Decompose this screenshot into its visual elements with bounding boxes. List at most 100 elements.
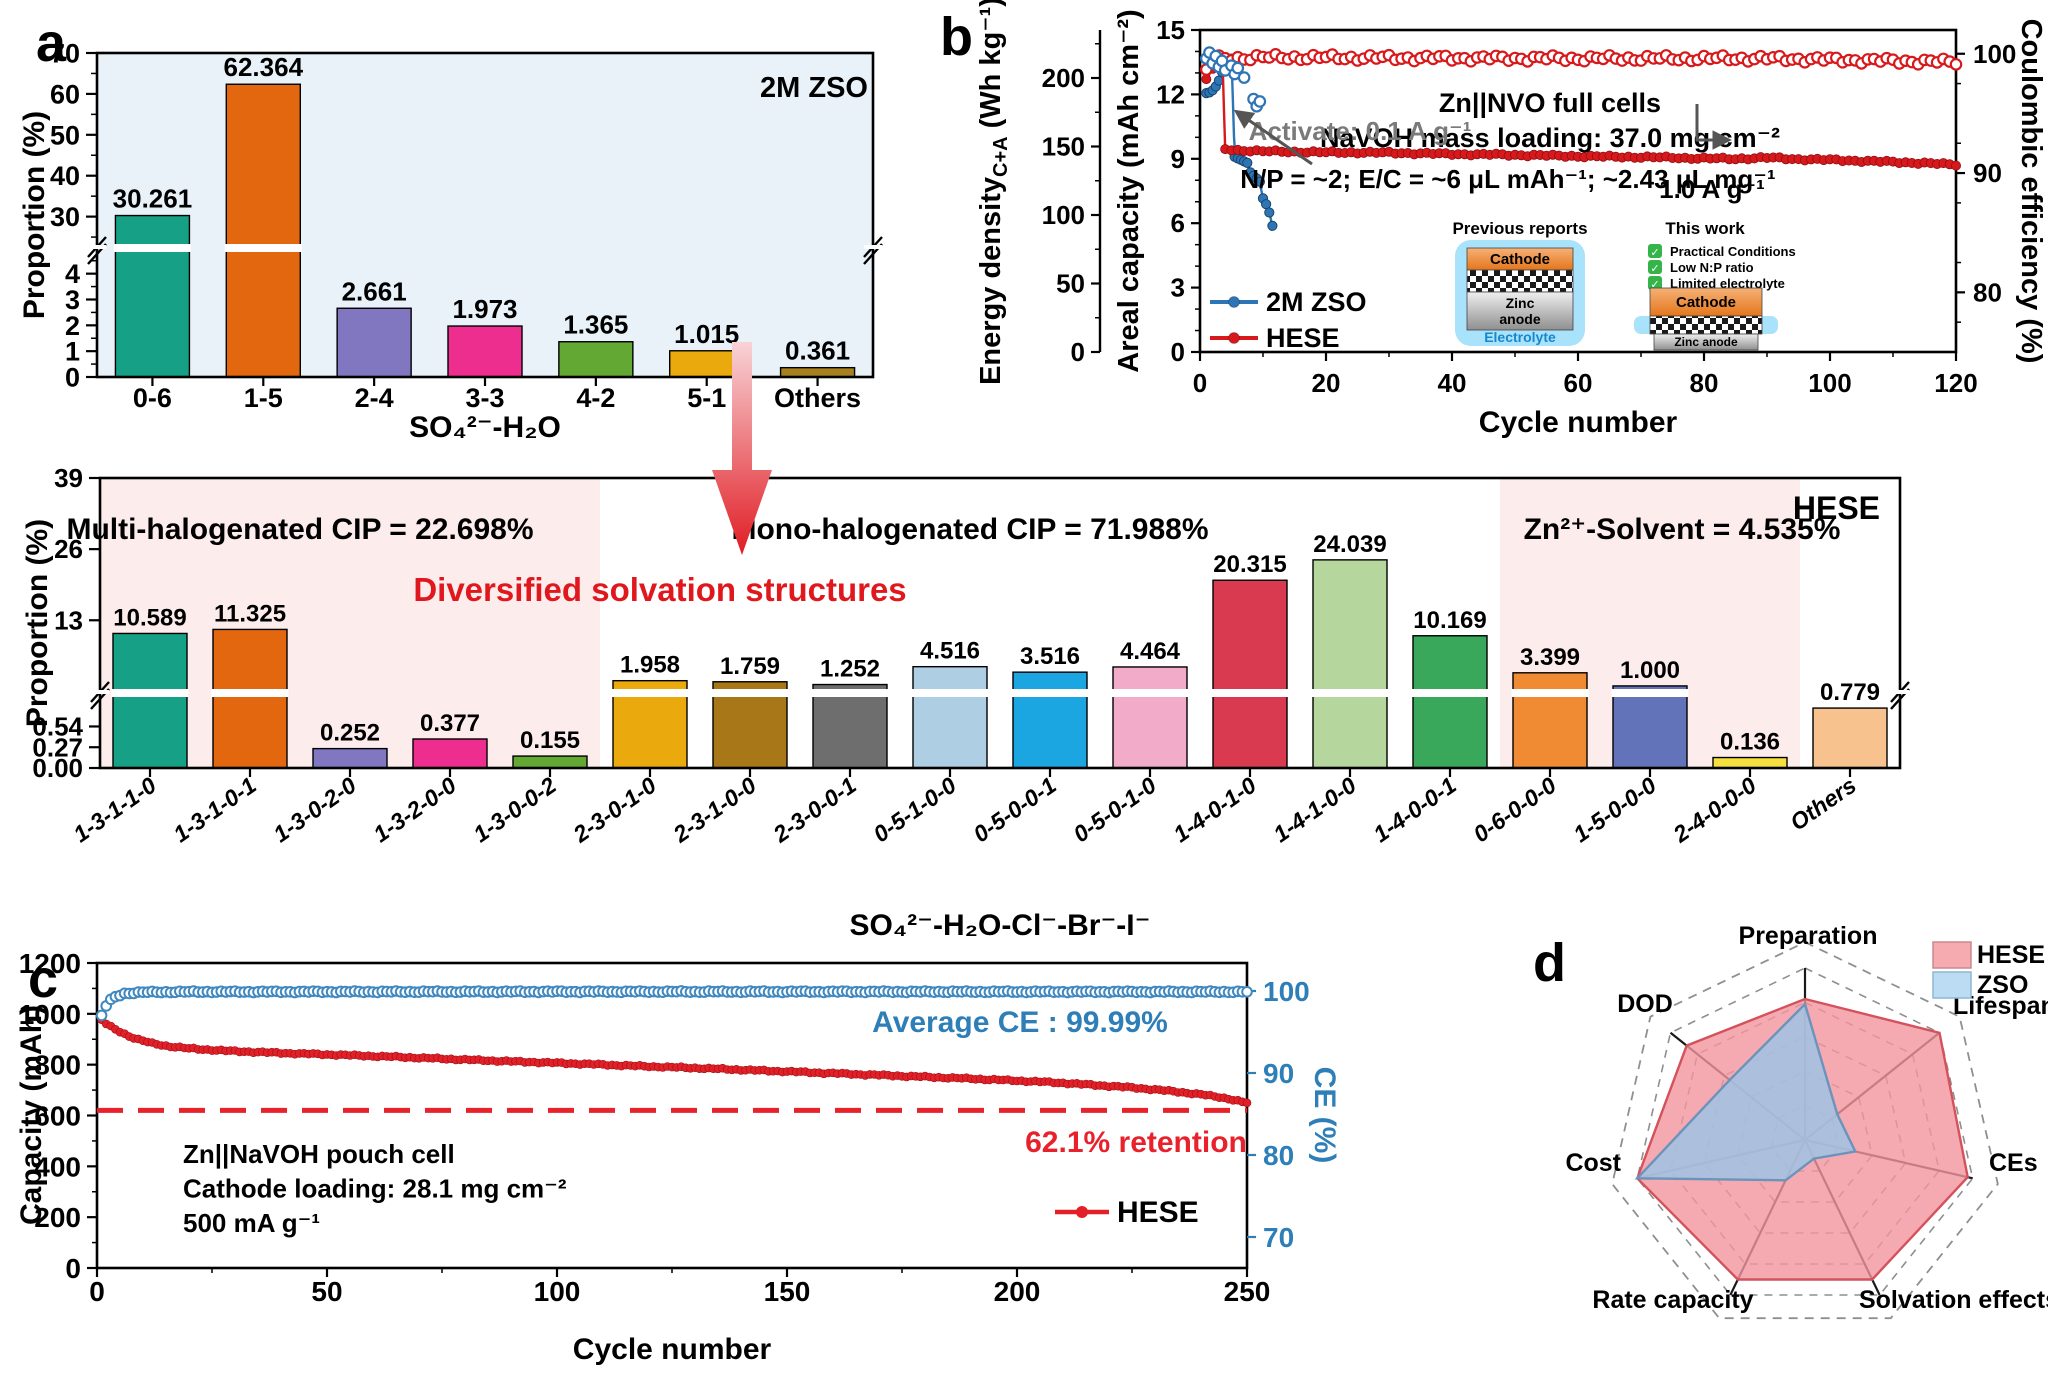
svg-text:26: 26 (54, 534, 83, 564)
svg-text:200: 200 (34, 1202, 81, 1233)
svg-text:✓: ✓ (1650, 279, 1659, 291)
svg-text:200: 200 (1042, 63, 1085, 93)
svg-text:12: 12 (1156, 79, 1185, 109)
svg-text:2-3-1-0-0: 2-3-1-0-0 (668, 772, 761, 848)
svg-text:80: 80 (1973, 277, 2002, 307)
svg-text:Zn||NaVOH pouch cell: Zn||NaVOH pouch cell (183, 1139, 455, 1169)
svg-text:1-4-0-0-1: 1-4-0-0-1 (1368, 772, 1460, 848)
svg-text:200: 200 (994, 1276, 1041, 1307)
svg-text:1-5-0-0-0: 1-5-0-0-0 (1568, 772, 1661, 848)
svg-text:3: 3 (1171, 273, 1185, 303)
svg-text:Average CE : 99.99%: Average CE : 99.99% (872, 1006, 1168, 1039)
svg-text:Cycle number: Cycle number (573, 1333, 772, 1366)
svg-text:0.27: 0.27 (32, 732, 83, 762)
svg-text:6: 6 (1171, 208, 1185, 238)
svg-text:70: 70 (50, 38, 80, 68)
svg-text:2.661: 2.661 (342, 276, 407, 306)
svg-text:1: 1 (65, 337, 80, 367)
svg-text:100: 100 (534, 1276, 581, 1307)
svg-text:0-5-1-0-0: 0-5-1-0-0 (868, 772, 961, 848)
svg-text:62.1% retention: 62.1% retention (1025, 1126, 1247, 1159)
svg-text:40: 40 (50, 161, 80, 191)
svg-text:Limited electrolyte: Limited electrolyte (1670, 276, 1785, 291)
svg-text:9: 9 (1171, 144, 1185, 174)
svg-text:3: 3 (65, 285, 80, 315)
svg-text:4-2: 4-2 (576, 383, 615, 413)
svg-text:NaVOH mass loading: 37.0 mg cm: NaVOH mass loading: 37.0 mg cm⁻² (1320, 123, 1780, 153)
panel-a-bars (113, 83, 856, 378)
svg-text:500 mA g⁻¹: 500 mA g⁻¹ (183, 1208, 320, 1238)
svg-text:20.315: 20.315 (1213, 551, 1286, 578)
svg-text:120: 120 (1934, 368, 1977, 398)
svg-text:HESE: HESE (1793, 490, 1880, 526)
svg-text:40: 40 (1438, 368, 1467, 398)
svg-text:Practical Conditions: Practical Conditions (1670, 244, 1796, 259)
svg-text:250: 250 (1224, 1276, 1271, 1307)
svg-text:CEs: CEs (1989, 1149, 2038, 1177)
svg-text:0-6: 0-6 (133, 383, 172, 413)
svg-text:3.399: 3.399 (1520, 644, 1580, 671)
svg-text:30.261: 30.261 (113, 184, 193, 214)
panel-c-letter: c (28, 949, 59, 1009)
svg-text:Zn||NVO full cells: Zn||NVO full cells (1439, 88, 1661, 118)
panel-a-bar-chart: 30.261 0-6 62.364 1-5 2.661 2-4 1.973 3-3 1.365 4… (18, 38, 883, 444)
svg-text:1000: 1000 (19, 999, 81, 1030)
svg-text:4.464: 4.464 (1120, 638, 1181, 665)
svg-text:HESE: HESE (1117, 1196, 1199, 1229)
svg-text:Activate: 0.1 A g⁻¹: Activate: 0.1 A g⁻¹ (1249, 116, 1472, 146)
svg-text:10.169: 10.169 (1413, 607, 1486, 634)
svg-text:Cycle number: Cycle number (1479, 406, 1678, 439)
svg-text:2-3-0-0-1: 2-3-0-0-1 (768, 772, 861, 848)
svg-text:3.516: 3.516 (1020, 643, 1080, 670)
svg-text:CE (%): CE (%) (1308, 1067, 1341, 1164)
svg-text:1.973: 1.973 (452, 294, 517, 324)
svg-text:1-4-0-1-0: 1-4-0-1-0 (1168, 772, 1261, 848)
svg-text:0.00: 0.00 (32, 753, 83, 783)
svg-text:2-4: 2-4 (355, 383, 394, 413)
svg-text:Cathode loading: 28.1 mg cm⁻²: Cathode loading: 28.1 mg cm⁻² (183, 1174, 567, 1204)
svg-text:50: 50 (50, 120, 80, 150)
svg-text:0.779: 0.779 (1820, 679, 1880, 706)
svg-text:11.325: 11.325 (214, 600, 286, 627)
svg-text:100: 100 (1042, 200, 1085, 230)
svg-text:HESE: HESE (1977, 941, 2045, 969)
svg-text:30: 30 (50, 202, 80, 232)
svg-text:50: 50 (311, 1276, 342, 1307)
svg-text:0.54: 0.54 (32, 712, 83, 742)
svg-text:Proportion (%): Proportion (%) (21, 519, 54, 727)
svg-text:50: 50 (1056, 269, 1085, 299)
svg-text:60: 60 (50, 79, 80, 109)
svg-text:0.155: 0.155 (520, 727, 580, 754)
svg-text:3-3: 3-3 (465, 383, 504, 413)
svg-text:0.136: 0.136 (1720, 729, 1780, 756)
svg-text:0-5-0-0-1: 0-5-0-0-1 (968, 772, 1060, 848)
svg-text:anode: anode (1499, 311, 1540, 327)
svg-text:90: 90 (1263, 1058, 1294, 1089)
svg-text:0: 0 (65, 1253, 81, 1284)
svg-text:60: 60 (1564, 368, 1593, 398)
svg-text:Proportion (%): Proportion (%) (18, 111, 51, 319)
svg-text:Coulombic efficiency (%): Coulombic efficiency (%) (2015, 19, 2047, 364)
svg-text:DOD: DOD (1617, 990, 1673, 1018)
svg-text:SO₄²⁻-H₂O: SO₄²⁻-H₂O (409, 411, 561, 444)
svg-text:90: 90 (1973, 158, 2002, 188)
svg-text:0: 0 (89, 1276, 105, 1307)
svg-text:1.252: 1.252 (820, 656, 880, 683)
svg-text:0.252: 0.252 (320, 720, 380, 747)
svg-text:0.361: 0.361 (785, 336, 850, 366)
radar-series-zso (1634, 1001, 1858, 1182)
panel-b-letter: b (940, 7, 973, 67)
svg-text:1.365: 1.365 (563, 310, 628, 340)
svg-text:400: 400 (34, 1151, 81, 1182)
svg-text:Diversified solvation structur: Diversified solvation structures (413, 571, 906, 608)
svg-text:Previous reports: Previous reports (1452, 219, 1587, 238)
panel-d-letter: d (1533, 933, 1566, 993)
svg-text:Preparation: Preparation (1739, 922, 1878, 950)
svg-text:800: 800 (34, 1050, 81, 1081)
svg-text:✓: ✓ (1650, 247, 1659, 259)
svg-text:Zinc: Zinc (1506, 295, 1535, 311)
svg-text:0: 0 (65, 362, 80, 392)
